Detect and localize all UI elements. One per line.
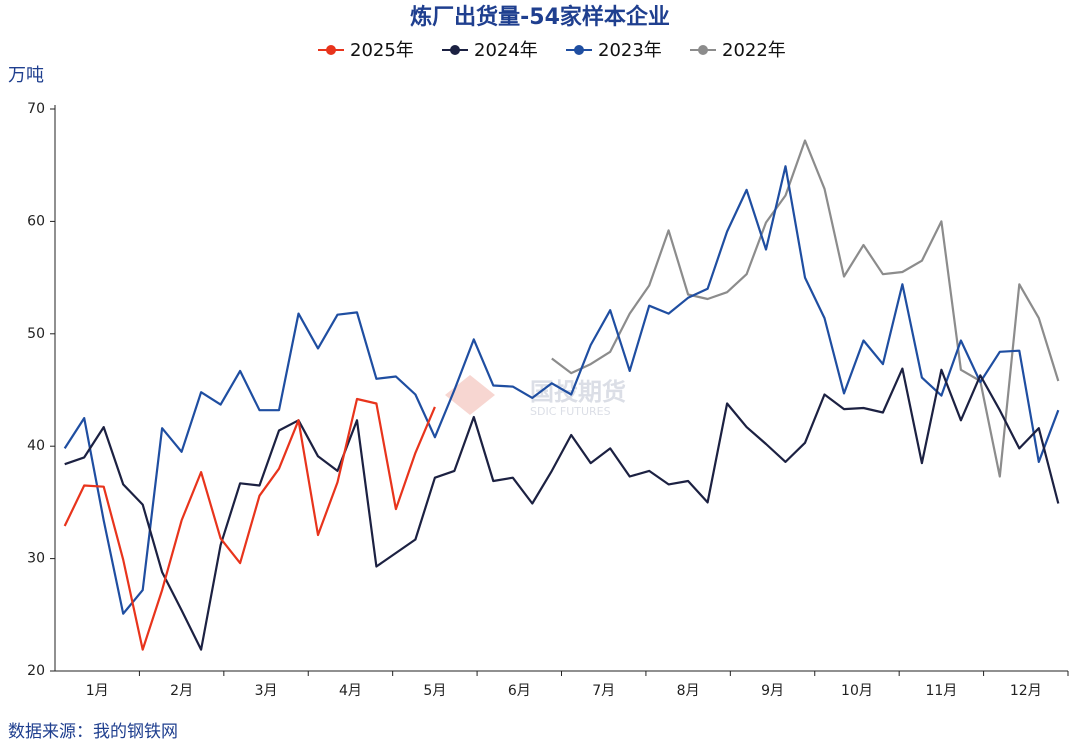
legend-dot: [698, 45, 708, 55]
x-tick-label: 1月: [86, 683, 109, 699]
watermark-text: 国投期货: [530, 378, 626, 406]
legend-dot: [574, 45, 584, 55]
legend-label: 2023年: [598, 40, 662, 61]
y-tick-label: 60: [27, 213, 45, 229]
y-tick-label: 30: [27, 551, 45, 567]
series-line: [63, 165, 1060, 615]
y-tick-label: 20: [27, 663, 45, 679]
x-tick-label: 12月: [1010, 683, 1042, 699]
legend-label: 2022年: [722, 40, 786, 61]
legend-dot: [450, 45, 460, 55]
x-tick-label: 8月: [677, 683, 700, 699]
x-tick-label: 5月: [423, 683, 446, 699]
source-note: 数据来源：我的钢铁网: [8, 722, 178, 742]
watermark: 国投期货 SDIC FUTURES: [445, 375, 626, 418]
watermark-subtext: SDIC FUTURES: [530, 405, 611, 418]
x-tick-label: 9月: [761, 683, 784, 699]
legend-label: 2025年: [350, 40, 414, 61]
legend-label: 2024年: [474, 40, 538, 61]
series-line: [64, 367, 1060, 651]
x-tick-label: 11月: [925, 683, 957, 699]
series-line: [63, 397, 436, 651]
series-line: [551, 139, 1060, 478]
legend-dot: [326, 45, 336, 55]
chart-title: 炼厂出货量-54家样本企业: [410, 4, 670, 30]
y-axis-label: 万吨: [8, 65, 44, 86]
x-tick-label: 4月: [339, 683, 362, 699]
y-tick-label: 40: [27, 438, 45, 454]
x-tick-label: 6月: [508, 683, 531, 699]
watermark-logo: [445, 375, 495, 415]
x-tick-label: 7月: [592, 683, 615, 699]
x-tick-label: 3月: [255, 683, 278, 699]
x-tick-label: 2月: [170, 683, 193, 699]
x-tick-label: 10月: [841, 683, 873, 699]
y-tick-label: 70: [27, 101, 45, 117]
y-tick-label: 50: [27, 326, 45, 342]
